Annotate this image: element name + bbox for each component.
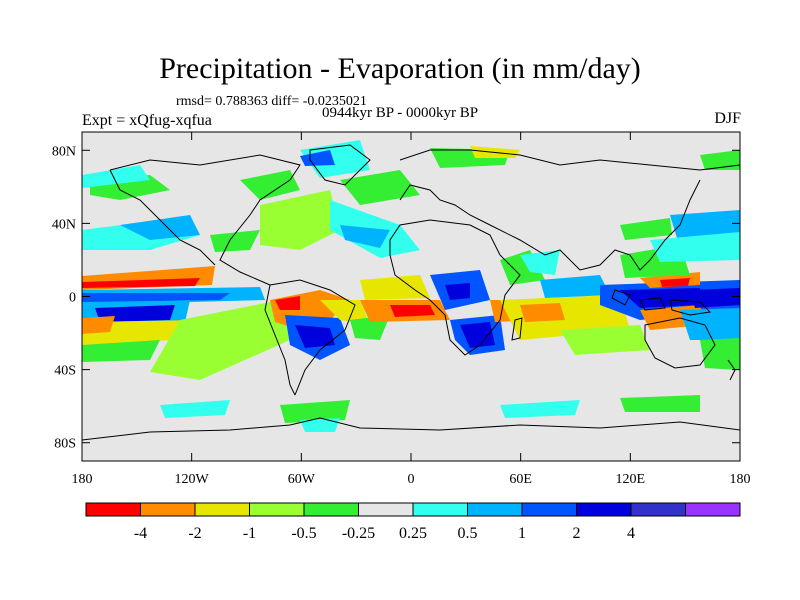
field-patch <box>295 325 335 348</box>
field-patch <box>82 316 115 334</box>
field-patch <box>560 325 650 355</box>
colorbar-swatch <box>521 502 577 517</box>
field-patch <box>210 230 260 252</box>
field-patch <box>390 305 435 317</box>
coastline <box>669 299 712 316</box>
colorbar-label: 0.5 <box>458 525 478 542</box>
latitude-axis: 80N 40N 0 40S 80S <box>52 144 740 452</box>
colorbar-swatch <box>467 502 523 517</box>
field-patch <box>120 215 200 240</box>
stats-text: rmsd= 0.788363 diff= -0.0235021 <box>176 94 367 109</box>
longitude-axis: 180 120W 60W 0 60E 120E 180 <box>72 132 751 487</box>
coastline <box>489 179 701 271</box>
colorbar-swatch <box>303 502 359 517</box>
field-patch <box>82 293 230 302</box>
colorbar-label: -2 <box>188 525 201 542</box>
colorbar-swatch <box>412 502 468 517</box>
field-patch <box>275 296 300 310</box>
colorbar-label: -4 <box>134 525 147 542</box>
colorbar-swatch <box>249 502 305 517</box>
colorbar-label: 4 <box>627 525 635 542</box>
coastlines <box>82 144 740 441</box>
field-patch <box>260 190 340 250</box>
coastline <box>269 279 356 396</box>
field-patch <box>460 322 495 348</box>
coastline <box>399 149 740 171</box>
field-patch <box>620 218 672 240</box>
coastline <box>639 297 666 311</box>
field-patch <box>82 165 150 188</box>
field-patch <box>150 300 290 380</box>
coastline <box>109 154 301 286</box>
lon-tick-label: 180 <box>730 472 751 487</box>
field-patch <box>660 278 690 287</box>
lon-tick-label: 0 <box>408 472 415 487</box>
field-patch <box>700 338 740 370</box>
lon-tick-label: 120W <box>175 472 210 487</box>
colorbar-label: -1 <box>243 525 256 542</box>
field-patch <box>300 150 335 166</box>
field-patch <box>680 308 740 340</box>
coastline <box>399 184 491 226</box>
field-patch <box>320 300 370 325</box>
coastline <box>264 284 296 396</box>
map-title: Precipitation - Evaporation (in mm/day) <box>159 52 641 85</box>
field-patch <box>95 305 175 322</box>
field-patch <box>360 275 430 300</box>
lat-tick-label: 80S <box>54 437 76 452</box>
coastline <box>109 169 216 266</box>
lon-tick-label: 60E <box>509 472 532 487</box>
field-patch <box>520 250 560 275</box>
colorbar-swatch <box>85 502 141 517</box>
map-field <box>82 132 740 461</box>
period-text: 0944kyr BP - 0000kyr BP <box>322 105 479 121</box>
field-patch <box>500 400 580 418</box>
coastline <box>389 219 521 356</box>
lon-tick-label: 60W <box>288 472 316 487</box>
coastline <box>644 317 716 369</box>
field-patch <box>540 275 610 298</box>
lon-tick-label: 180 <box>72 472 93 487</box>
lat-tick-label: 80N <box>52 144 76 159</box>
field-patch <box>160 400 230 418</box>
lat-tick-label: 40S <box>54 364 76 379</box>
colorbar: -4 -2 -1 -0.5 -0.25 0.25 0.5 1 2 4 <box>85 502 741 542</box>
field-patch <box>700 150 740 170</box>
lat-tick-label: 40N <box>52 217 76 232</box>
coastline <box>511 317 523 341</box>
lon-tick-label: 120E <box>616 472 646 487</box>
coastline <box>82 417 740 441</box>
colorbar-swatch <box>358 502 414 517</box>
colorbar-label: 1 <box>518 525 526 542</box>
field-patch <box>340 170 420 205</box>
colorbar-swatch <box>630 502 686 517</box>
field-patch <box>445 283 470 300</box>
field-patch <box>280 400 350 423</box>
lat-tick-label: 0 <box>69 291 76 306</box>
field-patch <box>240 170 300 200</box>
colorbar-label: -0.25 <box>342 525 375 542</box>
season-label: DJF <box>714 110 741 127</box>
field-patch <box>82 340 160 362</box>
colorbar-swatch <box>576 502 632 517</box>
colorbar-swatch <box>685 502 741 517</box>
colorbar-label: 0.25 <box>399 525 427 542</box>
experiment-label: Expt = xQfug-xqfua <box>82 112 212 129</box>
field-patch <box>82 278 200 288</box>
field-patch <box>690 288 740 308</box>
coastline <box>611 289 631 306</box>
field-patch <box>620 395 700 412</box>
colorbar-swatch <box>140 502 196 517</box>
colorbar-swatch <box>194 502 250 517</box>
field-patch <box>520 303 565 322</box>
colorbar-label: 2 <box>573 525 581 542</box>
field-patch <box>300 418 340 432</box>
field-patch <box>650 232 740 262</box>
coastline <box>309 144 371 186</box>
field-patch <box>340 225 390 248</box>
colorbar-label: -0.5 <box>291 525 316 542</box>
